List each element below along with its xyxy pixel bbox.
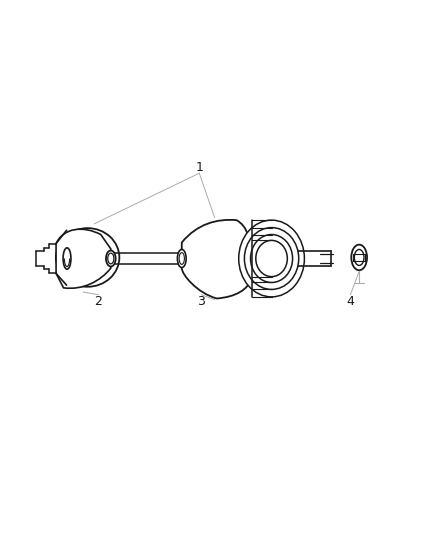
Ellipse shape — [179, 253, 184, 264]
PathPatch shape — [56, 229, 111, 288]
Ellipse shape — [239, 220, 304, 297]
Ellipse shape — [244, 228, 299, 289]
Text: 1: 1 — [195, 161, 203, 174]
Polygon shape — [252, 220, 289, 297]
Ellipse shape — [63, 248, 71, 269]
Text: 4: 4 — [346, 295, 354, 308]
Ellipse shape — [177, 249, 186, 268]
Ellipse shape — [354, 249, 364, 265]
Ellipse shape — [56, 228, 119, 287]
Ellipse shape — [351, 245, 367, 270]
Ellipse shape — [256, 240, 287, 277]
Ellipse shape — [108, 253, 114, 264]
Text: 3: 3 — [198, 295, 205, 308]
Ellipse shape — [106, 251, 116, 266]
Ellipse shape — [251, 235, 293, 282]
Text: 2: 2 — [95, 295, 102, 308]
PathPatch shape — [182, 220, 252, 298]
